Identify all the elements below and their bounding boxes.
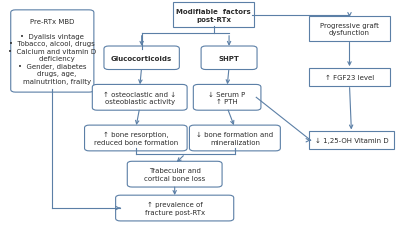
Text: Glucocorticoids: Glucocorticoids (111, 56, 172, 61)
FancyBboxPatch shape (84, 126, 187, 151)
Text: ↑ bone resorption,
reduced bone formation: ↑ bone resorption, reduced bone formatio… (94, 132, 178, 145)
Text: Progressive graft
dysfunction: Progressive graft dysfunction (320, 22, 379, 36)
FancyBboxPatch shape (116, 195, 234, 221)
FancyBboxPatch shape (104, 47, 179, 70)
Text: ↓ 1,25-OH Vitamin D: ↓ 1,25-OH Vitamin D (315, 137, 388, 144)
FancyBboxPatch shape (11, 11, 94, 93)
FancyBboxPatch shape (92, 85, 187, 111)
Text: ↑ osteoclastic and ↓
osteoblastic activity: ↑ osteoclastic and ↓ osteoblastic activi… (103, 91, 176, 105)
Text: ↑ FGF23 level: ↑ FGF23 level (325, 75, 374, 81)
FancyBboxPatch shape (193, 85, 261, 111)
Text: Modifiable  factors
post-RTx: Modifiable factors post-RTx (176, 9, 251, 22)
Text: ↑ prevalence of
fracture post-RTx: ↑ prevalence of fracture post-RTx (145, 201, 205, 215)
Text: SHPT: SHPT (219, 56, 240, 61)
Text: Pre-RTx MBD

•  Dyalisis vintage
•  Tobacco, alcool, drugs
•  Calcium and vitami: Pre-RTx MBD • Dyalisis vintage • Tobacco… (8, 19, 96, 85)
FancyBboxPatch shape (127, 162, 222, 187)
Text: ↓ Serum P
↑ PTH: ↓ Serum P ↑ PTH (208, 91, 246, 105)
FancyBboxPatch shape (309, 17, 390, 42)
FancyBboxPatch shape (201, 47, 257, 70)
Text: Trabecular and
cortical bone loss: Trabecular and cortical bone loss (144, 168, 205, 181)
FancyBboxPatch shape (190, 126, 280, 151)
FancyBboxPatch shape (309, 69, 390, 87)
FancyBboxPatch shape (173, 3, 254, 28)
FancyBboxPatch shape (309, 132, 394, 150)
Text: ↓ bone formation and
mineralization: ↓ bone formation and mineralization (196, 132, 274, 145)
